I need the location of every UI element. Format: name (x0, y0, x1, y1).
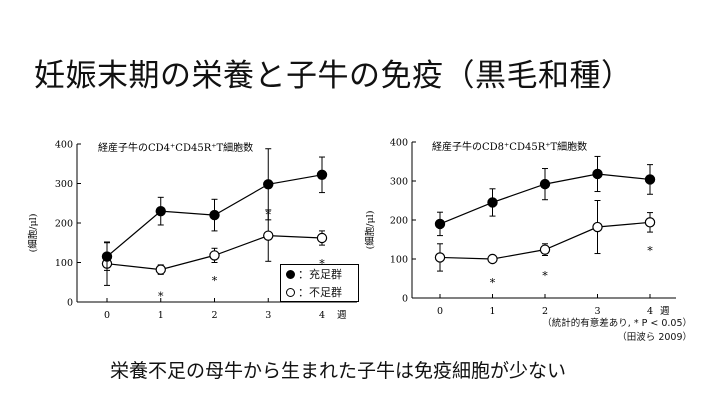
x-tick-label: 2 (542, 306, 548, 317)
legend-label-deficient: ：不足群 (298, 286, 342, 299)
data-point-sufficient (316, 169, 328, 181)
filled-circle-icon (286, 269, 295, 279)
slide-title: 妊娠末期の栄養と子牛の免疫（黒毛和種） (34, 58, 633, 94)
significance-mark: * (319, 257, 325, 270)
y-tick-label: 0 (67, 298, 73, 309)
y-tick-label: 200 (390, 216, 408, 227)
citation: （田波ら 2009） (617, 332, 692, 343)
significance-mark: * (266, 208, 272, 221)
x-tick-label: 3 (265, 310, 271, 321)
x-axis-label: 週 (337, 309, 347, 321)
data-point-sufficient (434, 218, 446, 230)
data-point-deficient (209, 250, 220, 261)
y-tick-label: 300 (390, 177, 408, 188)
x-tick-label: 2 (211, 310, 217, 321)
legend-item-deficient: ：不足群 (281, 283, 358, 301)
legend-label-sufficient: ：充足群 (298, 268, 342, 281)
x-tick-label: 1 (158, 310, 164, 321)
x-axis-label: 週 (660, 305, 670, 317)
chart-cd8: 0 100 200 300 400 0 1 2 3 4 週 (細胞/μl) 経産子牛のCD8⁺CD45R… (364, 138, 676, 317)
data-point-sufficient (263, 179, 274, 190)
significance-mark: * (212, 274, 218, 287)
slide-caption: 栄養不足の母牛から生まれた子牛は免疫細胞が少ない (110, 360, 567, 382)
data-point-deficient (539, 244, 551, 255)
y-tick-label: 300 (55, 179, 73, 190)
chart-title: 経産子牛のCD8⁺CD45R⁺T細胞数 (432, 140, 587, 153)
x-tick-label: 0 (437, 306, 443, 317)
y-tick-label: 100 (55, 258, 73, 269)
x-tick-label: 3 (594, 306, 600, 317)
data-point-sufficient (209, 209, 220, 221)
data-point-deficient (316, 232, 328, 244)
y-tick-label: 100 (390, 255, 408, 266)
significance-note: （統計的有意差あり, * P < 0.05） (542, 318, 692, 329)
y-axis-label: (細胞/μl) (27, 214, 39, 253)
chart-cd4: 0 100 200 300 400 0 1 2 3 4 週 (細胞/μl) 経産子牛のCD4⁺CD45R… (27, 140, 357, 321)
data-point-deficient (592, 221, 603, 233)
significance-mark: * (647, 244, 653, 257)
data-point-deficient (263, 230, 274, 241)
y-tick-label: 0 (402, 294, 408, 305)
x-tick-label: 4 (647, 306, 653, 317)
y-tick-label: 200 (55, 219, 73, 230)
data-point-deficient (487, 253, 498, 265)
chart-title: 経産子牛のCD4⁺CD45R⁺T細胞数 (98, 141, 253, 154)
y-tick-label: 400 (390, 138, 408, 149)
data-point-sufficient (101, 251, 113, 262)
legend: ：充足群 ：不足群 (280, 264, 359, 302)
x-tick-label: 1 (489, 306, 495, 317)
stat-note: （統計的有意差あり, * P < 0.05） （田波ら 2009） (542, 317, 692, 345)
data-point-sufficient (644, 174, 656, 185)
significance-mark: * (490, 276, 496, 289)
data-point-sufficient (155, 205, 166, 217)
data-point-sufficient (487, 197, 498, 208)
data-point-sufficient (592, 168, 603, 180)
y-axis-label: (細胞/μl) (364, 211, 376, 250)
open-circle-icon (286, 287, 295, 297)
significance-mark: * (158, 290, 164, 303)
x-tick-label: 0 (104, 310, 110, 321)
significance-mark: * (542, 269, 548, 282)
data-point-deficient (155, 264, 166, 275)
data-point-deficient (644, 217, 656, 228)
data-point-sufficient (539, 178, 551, 190)
legend-item-sufficient: ：充足群 (281, 265, 358, 283)
data-point-deficient (434, 252, 446, 263)
y-tick-label: 400 (55, 140, 73, 151)
x-tick-label: 4 (319, 310, 325, 321)
